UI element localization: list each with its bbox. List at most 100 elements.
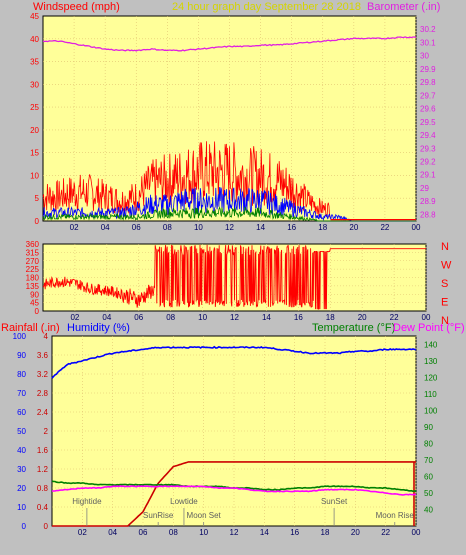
event-label: Hightide xyxy=(72,497,102,506)
top-x-tick: 08 xyxy=(163,223,172,232)
humidity-tick: 60 xyxy=(17,408,26,417)
direction-tick: 360 xyxy=(26,240,40,249)
bot-x-tick: 04 xyxy=(108,528,117,537)
bot-x-tick: 06 xyxy=(139,528,148,537)
top-x-tick: 00 xyxy=(412,223,421,232)
barometer-line xyxy=(42,36,417,52)
mid-x-tick: 04 xyxy=(102,313,111,322)
barometer-tick: 29.4 xyxy=(420,131,436,140)
wind-direction-chart: 02 04 06 08 10 12 14 16 18 20 22 000459013518022527… xyxy=(26,240,452,327)
rainfall-tick: 2 xyxy=(44,427,49,436)
windspeed-tick: 35 xyxy=(30,58,39,67)
barometer-tick: 29.9 xyxy=(420,65,436,74)
temperature-tick: 80 xyxy=(424,439,433,448)
compass-label: N xyxy=(441,315,449,327)
direction-tick: 225 xyxy=(26,265,40,274)
bot-x-tick: 14 xyxy=(260,528,269,537)
mid-x-tick: 14 xyxy=(262,313,271,322)
windspeed-tick: 20 xyxy=(30,126,39,135)
humidity-tick: 20 xyxy=(17,484,26,493)
barometer-tick: 30.1 xyxy=(420,38,436,47)
humidity-tick: 90 xyxy=(17,351,26,360)
rainfall-tick: 2.4 xyxy=(37,408,49,417)
temperature-tick: 40 xyxy=(424,505,433,514)
bot-x-tick: 08 xyxy=(169,528,178,537)
bot-x-tick: 18 xyxy=(321,528,330,537)
top-x-tick: 14 xyxy=(256,223,265,232)
barometer-tick: 28.9 xyxy=(420,197,436,206)
event-label: Moon Set xyxy=(187,511,222,520)
barometer-tick: 29.5 xyxy=(420,118,436,127)
temperature-axis-label: Temperature (°F) xyxy=(312,322,395,334)
top-x-tick: 02 xyxy=(70,223,79,232)
temperature-tick: 90 xyxy=(424,423,433,432)
rainfall-tick: 1.2 xyxy=(37,465,49,474)
mid-x-tick: 18 xyxy=(326,313,335,322)
bot-x-tick: 02 xyxy=(78,528,87,537)
direction-tick: 0 xyxy=(35,307,40,316)
mid-x-tick: 06 xyxy=(134,313,143,322)
direction-tick: 135 xyxy=(26,282,40,291)
top-x-tick: 10 xyxy=(194,223,203,232)
humidity-tick: 70 xyxy=(17,389,26,398)
event-label: Lowtide xyxy=(170,497,198,506)
windspeed-tick: 40 xyxy=(30,35,39,44)
windspeed-tick: 5 xyxy=(35,194,40,203)
compass-label: E xyxy=(441,297,448,309)
windspeed-tick: 0 xyxy=(35,217,40,226)
humidity-tick: 50 xyxy=(17,427,26,436)
barometer-tick: 29.3 xyxy=(420,144,436,153)
event-label: SunSet xyxy=(321,497,348,506)
rainfall-tick: 3.6 xyxy=(37,351,49,360)
barometer-tick: 29.7 xyxy=(420,91,436,100)
bot-x-tick: 16 xyxy=(290,528,299,537)
temperature-tick: 140 xyxy=(424,340,438,349)
temperature-tick: 100 xyxy=(424,406,438,415)
top-x-tick: 18 xyxy=(318,223,327,232)
direction-tick: 45 xyxy=(30,299,39,308)
wind-direction-trace xyxy=(42,244,426,310)
top-x-tick: 12 xyxy=(225,223,234,232)
humidity-line xyxy=(51,345,417,379)
mid-x-tick: 22 xyxy=(390,313,399,322)
humidity-tick: 0 xyxy=(22,522,27,531)
chart-title: 24 hour graph day September 28 2018 xyxy=(172,1,361,13)
direction-tick: 180 xyxy=(26,274,40,283)
barometer-tick: 28.8 xyxy=(420,210,436,219)
temperature-tick: 50 xyxy=(424,489,433,498)
event-label: SunRise xyxy=(143,511,174,520)
humidity-axis-label: Humidity (%) xyxy=(67,322,130,334)
rainfall-tick: 0.4 xyxy=(37,503,49,512)
wind-gust-trace xyxy=(42,141,331,218)
mid-x-tick: 02 xyxy=(70,313,79,322)
rainfall-tick: 0.8 xyxy=(37,484,49,493)
barometer-tick: 29.2 xyxy=(420,157,436,166)
mid-x-tick: 20 xyxy=(358,313,367,322)
bot-x-tick: 00 xyxy=(412,528,421,537)
compass-label: S xyxy=(441,278,448,290)
top-x-tick: 06 xyxy=(132,223,141,232)
rainfall-axis-label: Rainfall (.in) xyxy=(1,322,60,334)
dewpoint-axis-label: Dew Point (°F) xyxy=(393,322,465,334)
windspeed-axis-label: Windspeed (mph) xyxy=(33,1,120,13)
rain-humidity-temperature-chart: 02 04 06 08 10 12 14 16 18 20 22 0000.40.81.21.622.… xyxy=(13,332,438,537)
dewpoint-line xyxy=(51,485,417,496)
windspeed-tick: 45 xyxy=(30,12,39,21)
bot-x-tick: 22 xyxy=(381,528,390,537)
barometer-axis-label: Barometer (.in) xyxy=(367,1,440,13)
bot-x-tick: 12 xyxy=(230,528,239,537)
humidity-tick: 10 xyxy=(17,503,26,512)
windspeed-tick: 15 xyxy=(30,149,39,158)
windspeed-tick: 25 xyxy=(30,103,39,112)
top-x-tick: 04 xyxy=(101,223,110,232)
bot-x-tick: 10 xyxy=(199,528,208,537)
mid-x-tick: 10 xyxy=(198,313,207,322)
humidity-tick: 40 xyxy=(17,446,26,455)
bot-x-tick: 20 xyxy=(351,528,360,537)
wind-barometer-chart: 02 04 06 08 10 12 14 16 18 20 22 000510152025303540… xyxy=(30,12,436,232)
direction-tick: 270 xyxy=(26,257,40,266)
mid-x-tick: 16 xyxy=(294,313,303,322)
rainfall-line xyxy=(52,461,416,527)
